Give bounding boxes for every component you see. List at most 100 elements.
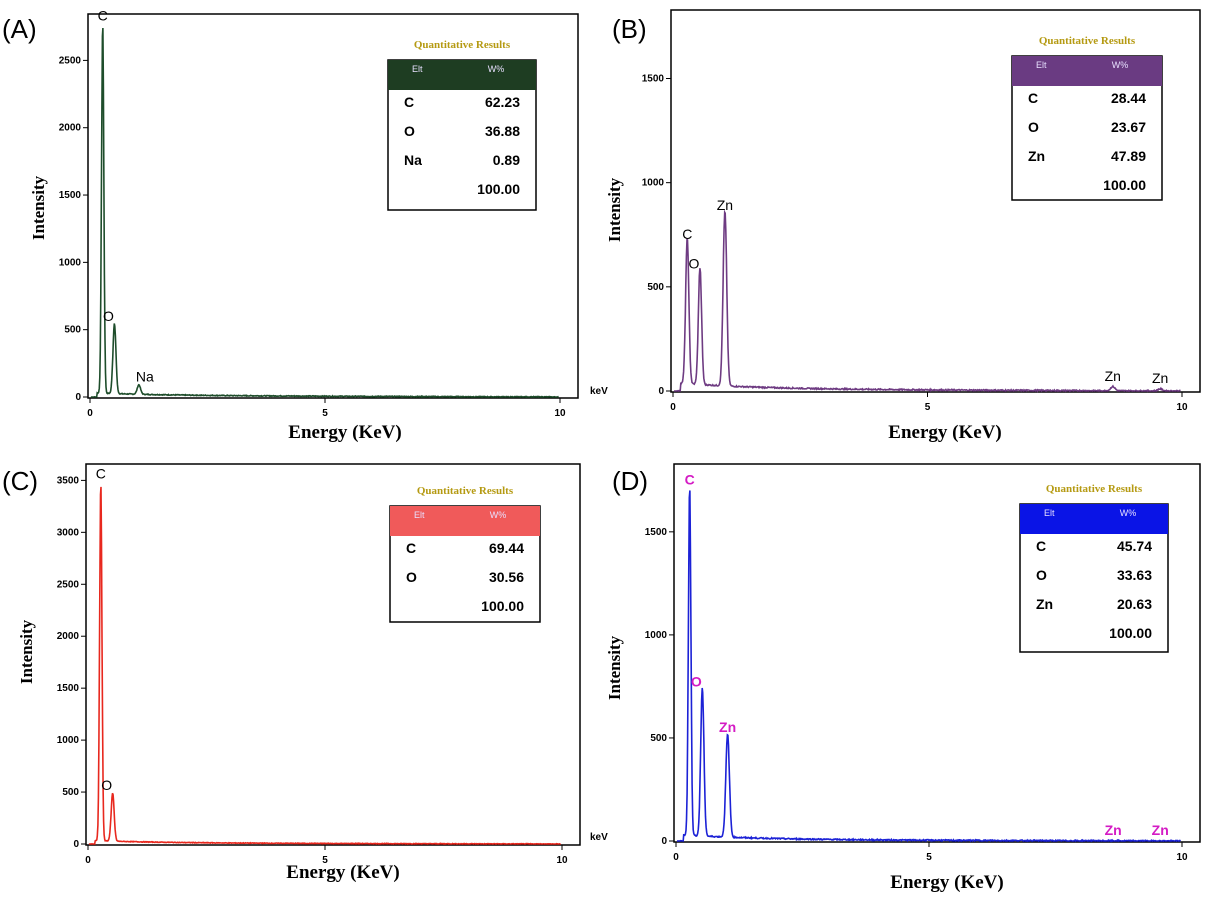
y-tick-label: 1000 <box>642 178 665 189</box>
y-tick-label: 500 <box>64 325 81 336</box>
peak-label-zn: Zn <box>1105 822 1122 838</box>
table-header-w: W% <box>488 64 505 74</box>
table-cell-element: O <box>1036 567 1047 583</box>
y-tick-label: 3500 <box>57 475 80 486</box>
y-tick-label: 0 <box>75 392 81 403</box>
x-tick-label: 0 <box>670 402 676 413</box>
y-tick-label: 0 <box>658 386 664 397</box>
y-tick-label: 2000 <box>57 631 80 642</box>
quantitative-results-table: Quantitative Results Elt W% C 69.44 O 30.56 100… <box>389 485 541 623</box>
table-title: Quantitative Results <box>1039 35 1136 47</box>
y-axis-label: Intensity <box>605 635 624 700</box>
x-tick-label: 10 <box>1176 402 1188 413</box>
peak-label-zn: Zn <box>719 719 736 735</box>
x-tick-label: 10 <box>556 855 568 866</box>
table-cell-element: C <box>404 94 414 110</box>
peak-label-o: O <box>691 674 702 690</box>
peak-label-o: O <box>103 308 114 324</box>
table-cell-value: 100.00 <box>1109 625 1152 641</box>
x-tick-label: 5 <box>322 855 328 866</box>
plot-frame <box>670 9 1201 393</box>
peak-label-c: C <box>98 8 108 24</box>
panel-label: (A) <box>2 14 37 44</box>
plot-frame <box>673 463 1201 843</box>
panel-d: (D) 0 500 1000 1500 0 5 10 Energy (KeV) Intensity… <box>605 463 1201 893</box>
table-cell-value: 47.89 <box>1111 148 1146 164</box>
x-unit-label: keV <box>590 386 608 397</box>
peak-label-zn: Zn <box>1105 368 1121 384</box>
table-cell-value: 20.63 <box>1117 596 1152 612</box>
peak-label-na: Na <box>136 369 154 385</box>
y-tick-label: 1500 <box>59 190 82 201</box>
table-cell-element: Zn <box>1036 596 1053 612</box>
y-tick-label: 0 <box>73 839 79 850</box>
y-tick-label: 1000 <box>645 630 668 641</box>
x-axis-label: Energy (KeV) <box>890 872 1003 893</box>
table-header-w: W% <box>1120 508 1137 518</box>
table-cell-value: 0.89 <box>493 152 520 168</box>
y-tick-label: 500 <box>647 282 664 293</box>
table-cell-value: 33.63 <box>1117 567 1152 583</box>
y-tick-label: 0 <box>661 836 667 847</box>
table-cell-value: 23.67 <box>1111 119 1146 135</box>
plot-frame <box>87 13 579 399</box>
table-header-bg <box>390 506 540 536</box>
table-header-elt: Elt <box>412 64 423 74</box>
y-axis-label: Intensity <box>605 177 624 242</box>
table-cell-value: 36.88 <box>485 123 520 139</box>
y-tick-label: 2000 <box>59 123 82 134</box>
x-tick-label: 0 <box>87 408 93 419</box>
x-tick-label: 0 <box>85 855 91 866</box>
table-cell-element: O <box>1028 119 1039 135</box>
table-cell-element: C <box>1036 538 1046 554</box>
table-cell-value: 100.00 <box>481 598 524 614</box>
peak-label-c: C <box>682 226 692 242</box>
x-tick-label: 0 <box>673 852 679 863</box>
table-header-bg <box>1020 504 1168 534</box>
y-tick-label: 2500 <box>57 579 80 590</box>
x-tick-label: 10 <box>554 408 566 419</box>
table-cell-element: Zn <box>1028 148 1045 164</box>
table-cell-value: 100.00 <box>477 181 520 197</box>
table-cell-element: O <box>404 123 415 139</box>
peak-label-c: C <box>685 472 695 488</box>
x-tick-label: 5 <box>322 408 328 419</box>
y-tick-label: 1000 <box>57 735 80 746</box>
table-cell-value: 30.56 <box>489 569 524 585</box>
peak-label-o: O <box>689 255 700 271</box>
panel-label: (B) <box>612 14 647 44</box>
plot-frame <box>85 463 581 846</box>
x-axis-label: Energy (KeV) <box>288 422 401 443</box>
spectrum-line <box>676 490 1182 843</box>
table-cell-element: Na <box>404 152 422 168</box>
y-tick-label: 500 <box>62 787 79 798</box>
spectrum-line <box>88 486 562 845</box>
peak-label-zn: Zn <box>1152 822 1169 838</box>
y-tick-label: 500 <box>650 733 667 744</box>
peak-label-zn: Zn <box>717 197 733 213</box>
peak-label-zn: Zn <box>1152 370 1168 386</box>
spectrum-line <box>673 209 1181 393</box>
table-cell-element: C <box>406 540 416 556</box>
x-tick-label: 5 <box>926 852 932 863</box>
table-header-w: W% <box>490 510 507 520</box>
x-tick-label: 5 <box>925 402 931 413</box>
table-cell-element: C <box>1028 90 1038 106</box>
quantitative-results-table: Quantitative Results Elt W% C 62.23 O 36.88 Na 0… <box>387 39 537 211</box>
x-tick-label: 10 <box>1176 852 1188 863</box>
y-tick-label: 3000 <box>57 527 80 538</box>
y-tick-label: 1000 <box>59 257 82 268</box>
x-axis-label: Energy (KeV) <box>888 422 1001 443</box>
quantitative-results-table: Quantitative Results Elt W% C 28.44 O 23.67 Zn 4… <box>1011 35 1163 201</box>
table-cell-value: 45.74 <box>1117 538 1152 554</box>
table-header-elt: Elt <box>414 510 425 520</box>
table-header-elt: Elt <box>1044 508 1055 518</box>
table-title: Quantitative Results <box>1046 483 1143 495</box>
table-title: Quantitative Results <box>417 485 514 497</box>
x-axis-label: Energy (KeV) <box>286 862 399 883</box>
peak-label-c: C <box>96 466 106 482</box>
table-header-w: W% <box>1112 60 1129 70</box>
table-cell-element: O <box>406 569 417 585</box>
table-cell-value: 69.44 <box>489 540 524 556</box>
y-tick-label: 2500 <box>59 55 82 66</box>
